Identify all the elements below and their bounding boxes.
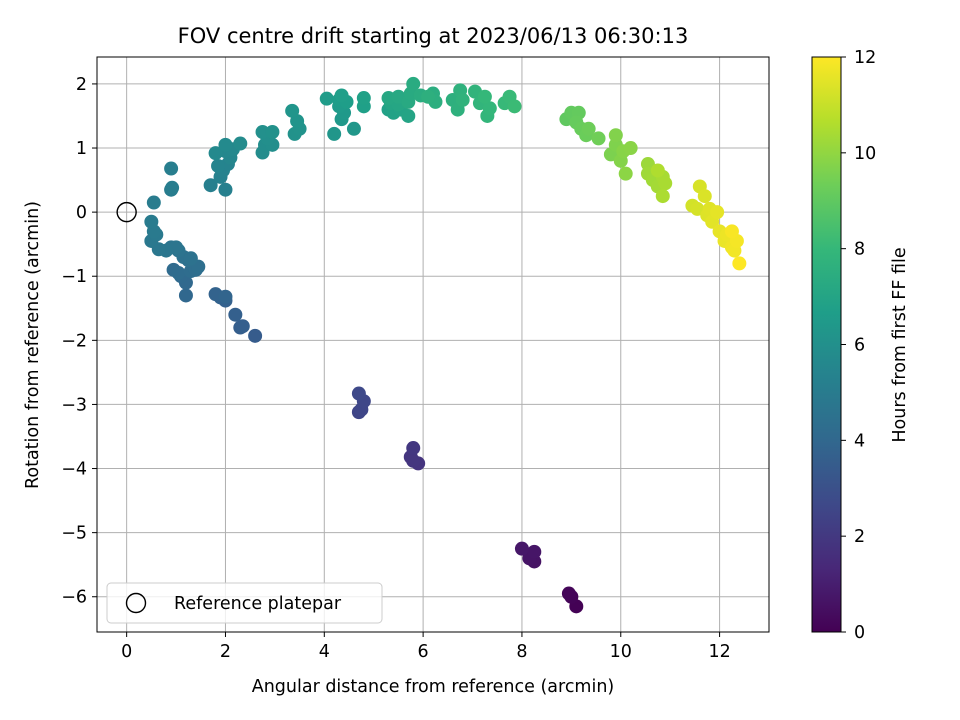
data-point bbox=[183, 251, 198, 266]
data-point bbox=[406, 453, 421, 468]
data-point bbox=[618, 166, 633, 181]
colorbar-tick-label: 0 bbox=[854, 623, 865, 643]
data-point bbox=[623, 141, 638, 156]
data-point bbox=[710, 205, 725, 220]
data-point bbox=[351, 386, 366, 401]
x-tick-label: 6 bbox=[418, 642, 429, 662]
colorbar-tick-label: 4 bbox=[854, 431, 865, 451]
y-tick-label: 0 bbox=[76, 203, 87, 223]
data-point bbox=[265, 125, 280, 139]
data-point bbox=[732, 256, 747, 271]
y-axis-ticks: −6 −5 −4 −3 −2 −1 0 1 2 bbox=[61, 75, 97, 608]
colorbar-tick-label: 10 bbox=[854, 144, 876, 164]
data-point bbox=[527, 544, 542, 559]
y-tick-label: −2 bbox=[61, 331, 87, 351]
data-point bbox=[482, 101, 497, 116]
legend-reference-marker bbox=[125, 592, 147, 614]
data-point bbox=[144, 214, 159, 229]
x-tick-label: 10 bbox=[610, 642, 632, 662]
x-tick-label: 0 bbox=[121, 642, 132, 662]
data-point bbox=[255, 125, 270, 139]
y-tick-label: −4 bbox=[61, 460, 87, 480]
data-point bbox=[455, 92, 470, 107]
data-point bbox=[228, 307, 243, 322]
y-tick-label: −6 bbox=[61, 588, 87, 608]
colorbar-tick-label: 8 bbox=[854, 240, 865, 260]
data-point bbox=[346, 121, 361, 136]
data-point bbox=[421, 89, 436, 104]
data-point bbox=[655, 189, 670, 204]
reference-platepar-point bbox=[116, 201, 137, 223]
data-point bbox=[248, 328, 263, 343]
x-tick-label: 12 bbox=[708, 642, 730, 662]
x-tick-label: 2 bbox=[220, 642, 231, 662]
data-point bbox=[233, 136, 248, 151]
data-points bbox=[144, 76, 747, 614]
data-point bbox=[514, 541, 529, 556]
y-axis-label: Rotation from reference (arcmin) bbox=[23, 201, 43, 489]
data-point bbox=[203, 178, 218, 193]
data-point bbox=[211, 158, 226, 173]
y-tick-label: −1 bbox=[61, 267, 87, 287]
data-point bbox=[650, 163, 665, 178]
data-point bbox=[658, 176, 673, 191]
y-tick-label: 2 bbox=[76, 75, 87, 95]
y-tick-label: −3 bbox=[61, 395, 87, 415]
data-point bbox=[146, 195, 161, 210]
data-point bbox=[591, 131, 606, 146]
data-point bbox=[477, 89, 492, 104]
chart-title: FOV centre drift starting at 2023/06/13 … bbox=[178, 24, 689, 48]
data-point bbox=[581, 121, 596, 136]
data-point bbox=[697, 189, 712, 204]
data-point bbox=[218, 182, 233, 197]
data-point bbox=[690, 201, 705, 216]
reference-marker bbox=[116, 201, 137, 223]
y-tick-label: 1 bbox=[76, 139, 87, 159]
data-point bbox=[640, 157, 655, 172]
plot-background bbox=[97, 57, 769, 632]
legend-label: Reference platepar bbox=[174, 594, 342, 614]
legend-box bbox=[106, 582, 383, 624]
data-point bbox=[406, 441, 421, 456]
data-point bbox=[235, 319, 250, 334]
y-tick-label: −5 bbox=[61, 524, 87, 544]
data-point bbox=[406, 76, 421, 91]
data-point bbox=[401, 108, 416, 123]
data-point bbox=[327, 126, 342, 141]
data-point bbox=[171, 266, 186, 281]
colorbar: 0 2 4 6 8 10 12 Hours from first FF file bbox=[811, 48, 910, 643]
colorbar-tick-label: 2 bbox=[854, 527, 865, 547]
data-point bbox=[218, 137, 233, 152]
x-tick-label: 4 bbox=[319, 642, 330, 662]
colorbar-tick-label: 12 bbox=[854, 48, 876, 68]
data-point bbox=[608, 128, 623, 143]
x-axis-label: Angular distance from reference (arcmin) bbox=[252, 677, 615, 697]
data-point bbox=[356, 91, 371, 106]
data-point bbox=[334, 88, 349, 103]
colorbar-ticks: 0 2 4 6 8 10 12 bbox=[841, 48, 876, 643]
data-point bbox=[561, 586, 576, 601]
data-point bbox=[319, 91, 334, 106]
colorbar-label: Hours from first FF file bbox=[890, 247, 910, 442]
plot-frame bbox=[96, 56, 770, 633]
x-axis-ticks: 0 2 4 6 8 10 12 bbox=[121, 632, 731, 662]
data-point bbox=[285, 103, 300, 118]
data-point bbox=[208, 146, 223, 161]
data-point bbox=[165, 180, 180, 195]
colorbar-tick-label: 6 bbox=[854, 336, 865, 356]
data-point bbox=[724, 224, 739, 239]
data-point bbox=[164, 161, 179, 176]
legend: Reference platepar bbox=[106, 582, 383, 624]
data-point bbox=[178, 288, 193, 303]
x-tick-label: 8 bbox=[516, 642, 527, 662]
data-point bbox=[218, 289, 233, 304]
data-point bbox=[507, 99, 522, 114]
colorbar-gradient bbox=[812, 57, 841, 632]
